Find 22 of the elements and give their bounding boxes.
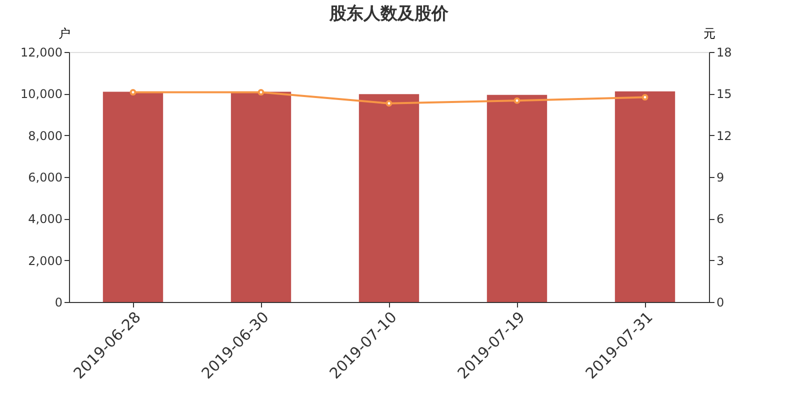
y-tick-label: 6,000 bbox=[28, 170, 62, 184]
point bbox=[258, 89, 264, 96]
y-tick-label: 0 bbox=[54, 296, 62, 310]
y2-tick-label: 18 bbox=[716, 46, 732, 60]
point bbox=[642, 94, 648, 101]
y2-tick-label: 12 bbox=[716, 128, 732, 143]
y2-tick-label: 0 bbox=[716, 296, 724, 310]
y-tick-label: 8,000 bbox=[28, 128, 62, 143]
y-tick-label: 10,000 bbox=[20, 87, 62, 102]
y-tick-label: 2,000 bbox=[28, 254, 62, 268]
y2-tick-label: 3 bbox=[716, 254, 724, 268]
point bbox=[130, 89, 136, 96]
y2-tick-label: 9 bbox=[716, 170, 724, 184]
chart-title: 股东人数及股价 bbox=[328, 4, 450, 24]
y-tick-label: 12,000 bbox=[20, 46, 62, 60]
y2-tick-label: 15 bbox=[716, 87, 732, 102]
y-tick-label: 4,000 bbox=[28, 212, 62, 226]
point bbox=[386, 100, 392, 107]
y-axis-title: 户 bbox=[58, 26, 70, 40]
y2-tick-label: 6 bbox=[716, 212, 724, 226]
y2-axis-title: 元 bbox=[704, 26, 716, 40]
point bbox=[514, 97, 520, 104]
